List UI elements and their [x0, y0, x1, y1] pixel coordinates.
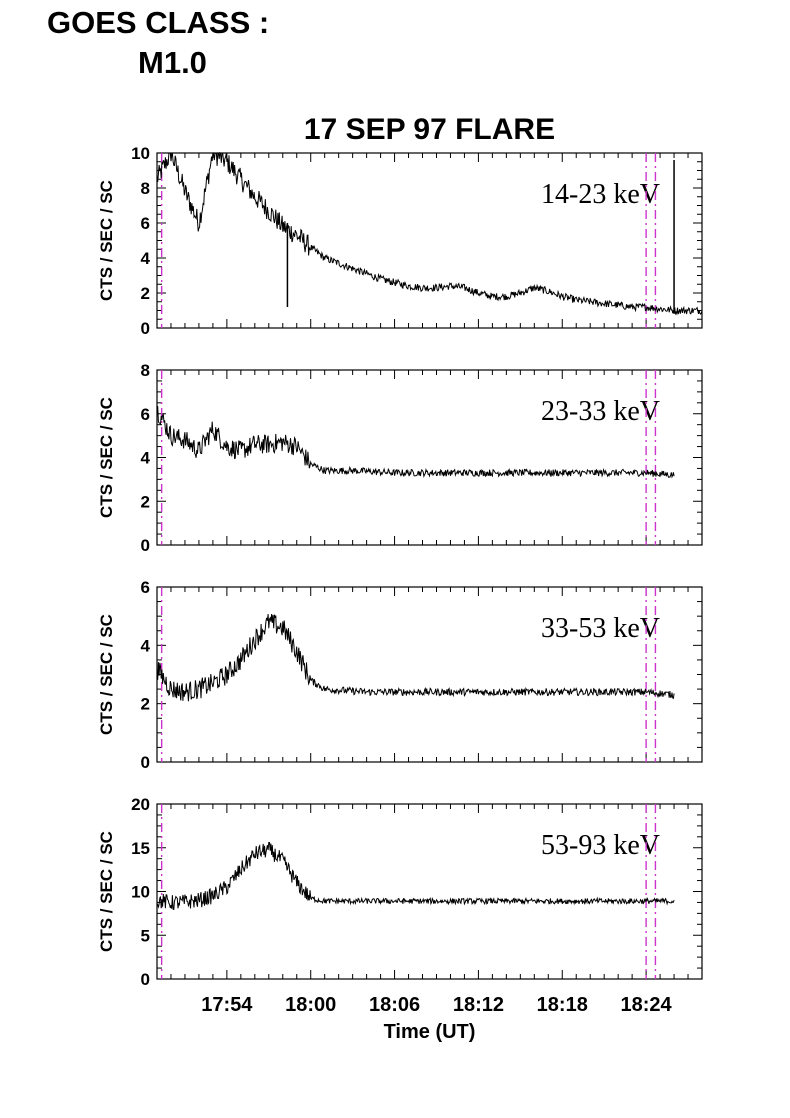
y-tick-label: 6 — [141, 578, 150, 597]
y-tick-label: 2 — [141, 492, 150, 511]
x-tick-label: 18:06 — [369, 994, 420, 1016]
panel-1: 0 2 4 6 8 10 CTS / SEC / SC 14-23 keV — [97, 144, 703, 338]
y-tick-label: 0 — [141, 753, 150, 772]
y-tick-label: 10 — [131, 883, 150, 902]
y-tick-label: 0 — [141, 970, 150, 989]
count-rate-trace — [156, 841, 675, 911]
y-tick-label: 6 — [141, 214, 150, 233]
count-rate-trace — [156, 614, 675, 702]
x-tick-label: 18:00 — [285, 994, 336, 1016]
x-tick-label: 17:54 — [201, 994, 253, 1016]
count-rate-trace — [156, 406, 675, 479]
panel-4: 0 5 10 15 20 CTS / SEC / SC 53-93 keV 17:54 18:0… — [97, 795, 703, 1043]
count-rate-trace — [156, 151, 703, 316]
energy-band-label: 14-23 keV — [541, 179, 660, 210]
y-axis-label: CTS / SEC / SC — [97, 831, 116, 952]
y-tick-label: 6 — [141, 405, 150, 424]
chart-title: 17 SEP 97 FLARE — [303, 113, 556, 146]
y-tick-label: 4 — [141, 636, 151, 655]
y-tick-label: 0 — [141, 319, 150, 338]
y-tick-label: 4 — [141, 449, 151, 468]
energy-band-label: 53-93 keV — [541, 830, 660, 861]
energy-band-label: 23-33 keV — [541, 396, 660, 427]
energy-band-label: 33-53 keV — [541, 613, 660, 644]
y-axis-label: CTS / SEC / SC — [97, 614, 116, 735]
y-axis-label: CTS / SEC / SC — [97, 397, 116, 518]
y-tick-label: 4 — [141, 249, 151, 268]
goes-class-label: GOES CLASS : — [47, 5, 270, 40]
y-axis-label: CTS / SEC / SC — [97, 180, 116, 301]
y-tick-label: 2 — [141, 695, 150, 714]
x-axis-label: Time (UT) — [384, 1021, 476, 1043]
y-tick-label: 8 — [141, 361, 150, 380]
goes-class-value: M1.0 — [138, 45, 207, 80]
y-tick-label: 20 — [131, 795, 150, 814]
y-tick-label: 5 — [141, 926, 150, 945]
y-tick-label: 8 — [141, 179, 150, 198]
panel-3: 0 2 4 6 CTS / SEC / SC 33-53 keV — [97, 578, 703, 772]
x-tick-label: 18:12 — [453, 994, 504, 1016]
x-tick-label: 18:18 — [537, 994, 588, 1016]
panel-2: 0 2 4 6 8 CTS / SEC / SC 23-33 keV — [97, 361, 703, 555]
y-tick-label: 0 — [141, 536, 150, 555]
y-tick-label: 15 — [131, 839, 150, 858]
y-tick-label: 10 — [131, 144, 150, 163]
y-tick-label: 2 — [141, 284, 150, 303]
x-tick-label: 18:24 — [621, 994, 673, 1016]
